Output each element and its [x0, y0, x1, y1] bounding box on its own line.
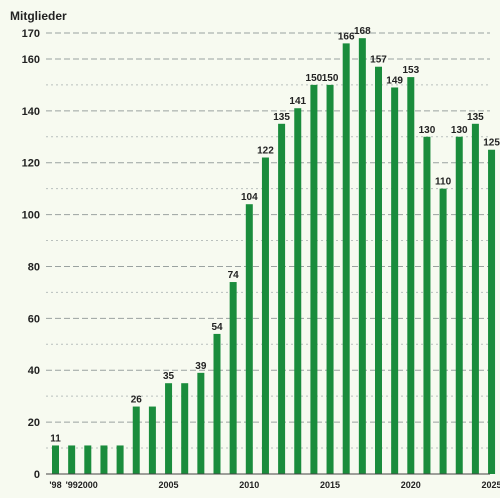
- bar: [148, 406, 156, 474]
- data-label: 153: [402, 65, 419, 76]
- x-tick-label: 2015: [320, 480, 340, 490]
- y-tick-label: 60: [28, 313, 40, 325]
- bar: [455, 136, 463, 474]
- x-tick-label: '98: [49, 480, 61, 490]
- bar: [294, 108, 302, 475]
- data-label: 135: [273, 112, 290, 123]
- y-tick-label: 40: [28, 365, 40, 377]
- bar: [245, 204, 253, 474]
- y-tick-labels: 0 20 40 60 80 100 120 140 160 170: [22, 28, 40, 481]
- bar: [165, 383, 173, 474]
- data-label: 26: [131, 395, 143, 406]
- bar: [310, 84, 318, 474]
- data-label: 125: [483, 138, 500, 149]
- bar: [278, 123, 286, 474]
- x-tick-labels: '98 '99 2000 2005 2010 2015 2020 2025: [49, 480, 500, 490]
- bar: [488, 149, 496, 474]
- bar: [342, 43, 350, 475]
- data-label: 110: [435, 177, 452, 188]
- bar: [326, 84, 334, 474]
- x-tick-label: 2005: [159, 480, 179, 490]
- y-tick-label: 100: [22, 210, 40, 222]
- x-tick-label: '99: [66, 480, 78, 490]
- x-tick-label: 2025: [482, 480, 500, 490]
- data-label: 11: [50, 433, 61, 444]
- data-label: 166: [338, 31, 355, 42]
- data-label: 122: [257, 146, 274, 157]
- data-label: 157: [370, 55, 387, 66]
- bar: [100, 445, 108, 474]
- data-label: 135: [467, 112, 484, 123]
- data-label: 35: [163, 371, 175, 382]
- y-tick-label: 170: [22, 28, 40, 40]
- data-label: 141: [289, 96, 306, 107]
- data-label: 149: [386, 75, 403, 86]
- bar: [213, 333, 221, 474]
- data-label: 74: [228, 270, 240, 281]
- bar: [423, 136, 431, 474]
- y-axis-label: Mitglieder: [10, 9, 67, 23]
- bar: [197, 372, 205, 474]
- bar: [132, 406, 140, 474]
- bar: [391, 87, 399, 474]
- data-label: 130: [451, 125, 468, 136]
- bars: [52, 38, 496, 475]
- bar: [407, 77, 415, 474]
- bar: [471, 123, 479, 474]
- bar: [84, 445, 92, 474]
- y-tick-label: 80: [28, 261, 40, 273]
- data-label: 104: [241, 192, 258, 203]
- bar: [439, 188, 447, 474]
- bar: [68, 445, 76, 474]
- data-label: 39: [195, 361, 207, 372]
- data-label: 168: [354, 26, 371, 37]
- y-tick-label: 140: [22, 106, 40, 118]
- data-label: 130: [419, 125, 436, 136]
- y-tick-label: 160: [22, 54, 40, 66]
- bar: [358, 38, 366, 475]
- data-label: 54: [211, 322, 223, 333]
- bar: [116, 445, 124, 474]
- x-tick-label: 2020: [401, 480, 421, 490]
- y-tick-label: 0: [34, 469, 40, 481]
- data-label: 150: [322, 73, 339, 84]
- y-tick-label: 20: [28, 417, 40, 429]
- data-labels: 11 26 35 39 54 74 104 122 135 141 150 150 166 168 157 1…: [50, 26, 500, 444]
- x-tick-label: 2000: [78, 480, 98, 490]
- bar: [261, 157, 269, 475]
- bar: [375, 66, 382, 475]
- bar: [181, 383, 189, 474]
- y-tick-label: 120: [22, 158, 40, 170]
- bar: [229, 282, 237, 474]
- x-tick-label: 2010: [239, 480, 259, 490]
- bar: [52, 445, 59, 474]
- data-label: 150: [306, 73, 323, 84]
